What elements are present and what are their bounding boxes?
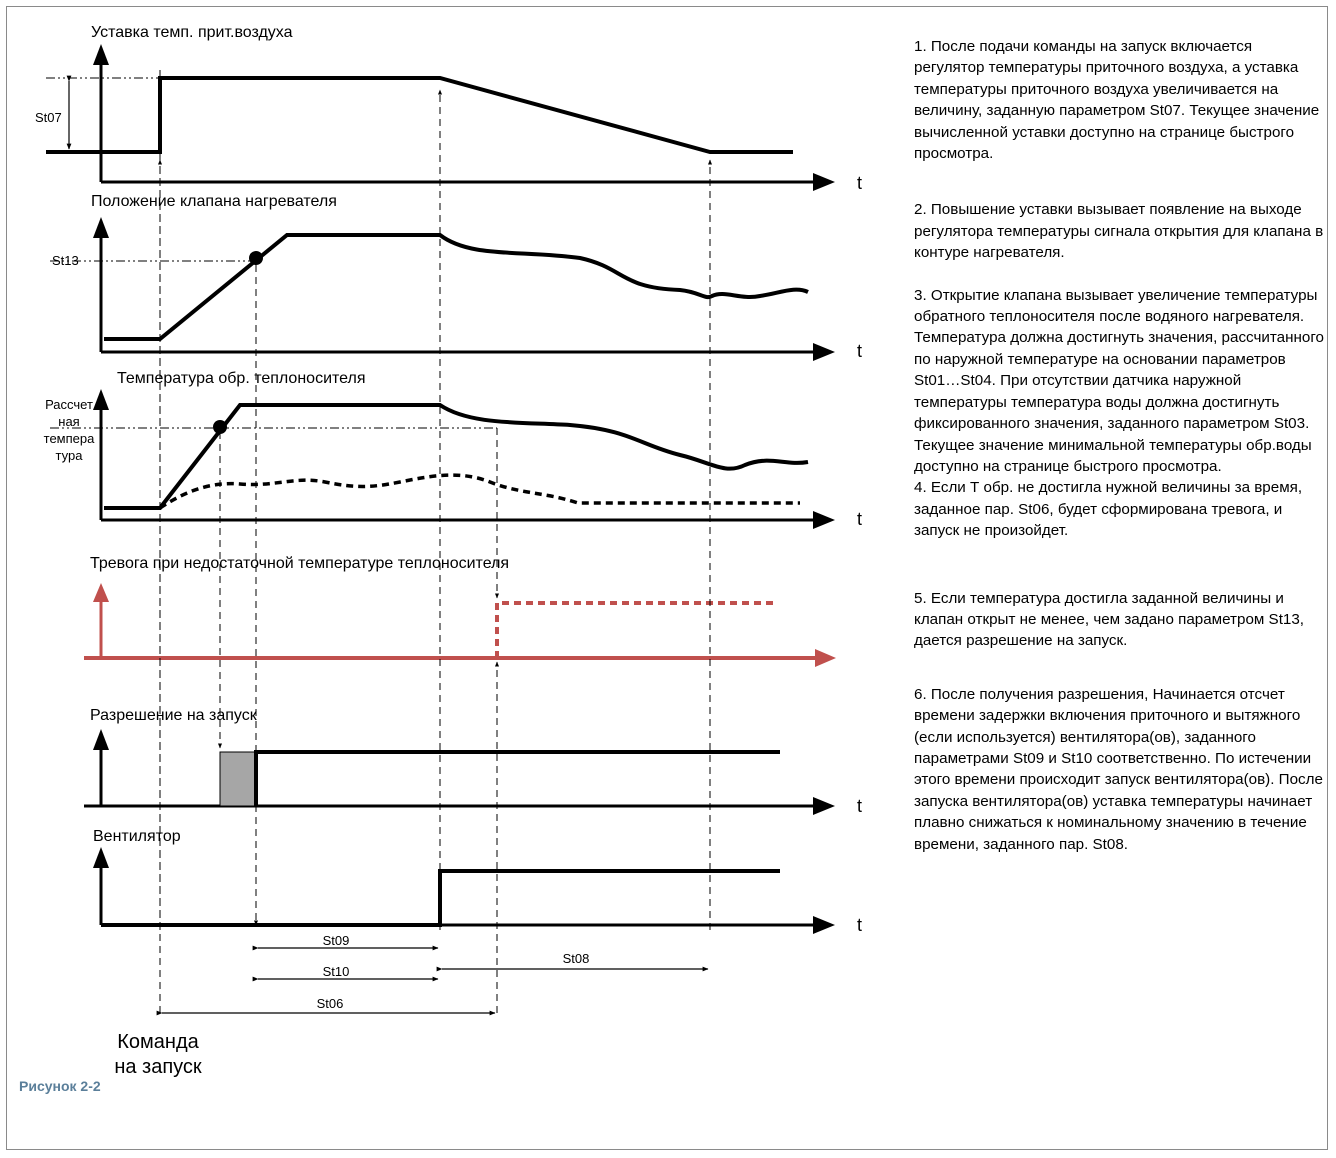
return-t-label: t	[857, 509, 862, 529]
return-time-arrow	[813, 511, 835, 529]
alarm-signal	[495, 601, 775, 658]
alarm-y-arrow	[93, 583, 109, 602]
valve-curve	[104, 233, 809, 341]
permit-t-label: t	[857, 796, 862, 816]
st07-label: St07	[35, 110, 62, 125]
fan-t-label: t	[857, 915, 862, 935]
valve-y-arrow	[93, 217, 109, 238]
alarm-title: Тревога при недостаточной температуре те…	[90, 555, 509, 572]
valve-time-arrow	[813, 343, 835, 361]
setpoint-t-label: t	[857, 173, 862, 193]
valve-title: Положение клапана нагревателя	[91, 193, 337, 210]
dimension-arrows	[156, 945, 709, 1016]
setpoint-y-arrow	[93, 44, 109, 65]
st06-label: St06	[317, 996, 344, 1011]
calc-temp-label-2: ная	[58, 414, 79, 429]
setpoint-title: Уставка темп. прит.воздуха	[91, 24, 293, 41]
return-temp-curve	[104, 403, 809, 510]
st08-label: St08	[563, 951, 590, 966]
st13-point	[249, 251, 263, 265]
permit-title: Разрешение на запуск	[90, 707, 258, 724]
start-command-label-2: на запуск	[114, 1056, 202, 1078]
return-y-arrow	[93, 389, 109, 410]
note-3: 3. Открытие клапана вызывает увеличение …	[914, 286, 1324, 475]
fan-signal	[101, 869, 780, 927]
permit-chart	[84, 729, 835, 815]
st10-label: St10	[323, 964, 350, 979]
return-title: Температура обр. теплоносителя	[117, 370, 366, 387]
explanation-notes: 1. После подачи команды на запуск включа…	[914, 36, 1324, 855]
setpoint-curve	[46, 76, 793, 154]
permit-signal	[254, 750, 780, 806]
alarm-chart	[84, 583, 836, 667]
note-2: 2. Повышение уставки вызывает появление …	[914, 201, 1324, 262]
alarm-time-arrow	[815, 649, 836, 667]
calc-temp-label-3: темпера	[44, 431, 95, 446]
return-temp-chart	[50, 389, 835, 529]
calc-temp-label-4: тура	[56, 448, 84, 463]
valve-chart	[50, 217, 835, 361]
st09-label: St09	[323, 933, 350, 948]
permit-delay-block	[219, 751, 257, 807]
permit-y-arrow	[93, 729, 109, 750]
calc-temp-label-1: Рассчет	[45, 397, 93, 412]
setpoint-chart	[46, 44, 835, 191]
note-6: 6. После получения разрешения, Начинаетс…	[914, 685, 1323, 853]
fan-time-arrow	[813, 916, 835, 934]
note-5: 5. Если температура достигла заданной ве…	[914, 589, 1305, 650]
fan-title: Вентилятор	[93, 828, 181, 845]
figure-caption: Рисунок 2-2	[19, 1078, 101, 1094]
fan-chart	[93, 847, 835, 934]
start-command-label-1: Команда	[117, 1031, 199, 1053]
outdoor-temp-curve	[159, 473, 800, 510]
calc-temp-point	[213, 420, 227, 434]
note-1: 1. После подачи команды на запуск включа…	[914, 38, 1320, 163]
figure-frame	[6, 6, 1328, 1150]
st13-label: St13	[52, 253, 79, 268]
setpoint-time-arrow	[813, 173, 835, 191]
permit-time-arrow	[813, 797, 835, 815]
valve-t-label: t	[857, 341, 862, 361]
note-4: 4. Если Т обр. не достигла нужной величи…	[914, 479, 1303, 540]
fan-y-arrow	[93, 847, 109, 868]
